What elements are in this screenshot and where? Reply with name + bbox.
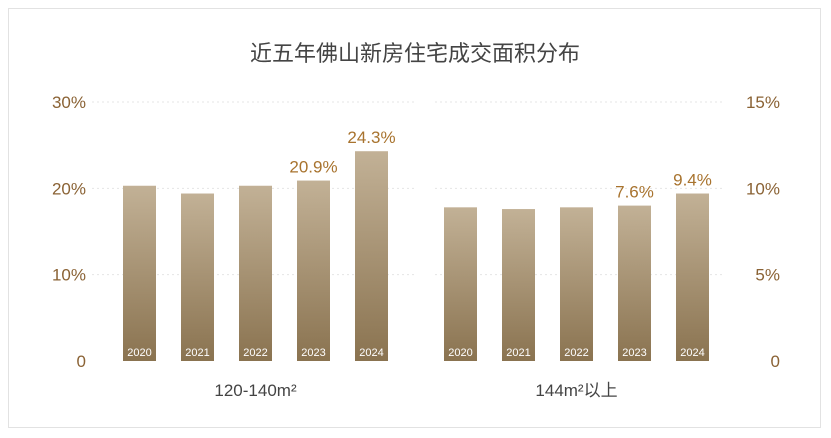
left-axis-tick-label: 30% xyxy=(52,93,86,112)
bar-2020 xyxy=(123,185,156,361)
group-label: 144m²以上 xyxy=(535,381,617,400)
bar-category-label: 2021 xyxy=(506,347,530,359)
bar-category-label: 2024 xyxy=(359,347,383,359)
bar-group-1: 2020 2021 2022 2023 20.9% 2024 24.3% 120-140m² xyxy=(123,128,396,400)
bar-category-label: 2021 xyxy=(185,347,209,359)
bar-2024 xyxy=(355,151,388,361)
bar-2021 xyxy=(181,193,214,361)
bar-group-2: 2020 2021 2022 2023 7.6% 2024 9.4% 144m²以上 xyxy=(444,171,712,400)
right-axis-tick-label: 10% xyxy=(746,179,780,198)
bar-category-label: 2022 xyxy=(564,347,588,359)
chart-title: 近五年佛山新房住宅成交面积分布 xyxy=(250,41,580,66)
left-axis-tick-label: 0 xyxy=(77,352,86,371)
bar-category-label: 2022 xyxy=(243,347,267,359)
left-axis-tick-label: 20% xyxy=(52,179,86,198)
bar-category-label: 2023 xyxy=(622,347,646,359)
right-axis-tick-label: 5% xyxy=(755,266,780,285)
bar-2024 xyxy=(676,193,709,361)
bar-data-label: 9.4% xyxy=(673,171,712,190)
bar-data-label: 20.9% xyxy=(289,158,337,177)
bar-category-label: 2023 xyxy=(301,347,325,359)
group-label: 120-140m² xyxy=(214,381,297,400)
left-axis-tick-label: 10% xyxy=(52,266,86,285)
bar-data-label: 7.6% xyxy=(615,183,654,202)
bar-2022 xyxy=(239,185,272,361)
bar-category-label: 2024 xyxy=(680,347,704,359)
bar-data-label: 24.3% xyxy=(347,128,395,147)
right-axis-tick-label: 0 xyxy=(771,352,780,371)
right-axis-tick-label: 15% xyxy=(746,93,780,112)
bar-2023 xyxy=(618,205,651,361)
bar-category-label: 2020 xyxy=(448,347,472,359)
bar-2022 xyxy=(560,207,593,361)
bar-2021 xyxy=(502,209,535,361)
bar-2020 xyxy=(444,207,477,361)
bar-2023 xyxy=(297,180,330,361)
bar-category-label: 2020 xyxy=(127,347,151,359)
